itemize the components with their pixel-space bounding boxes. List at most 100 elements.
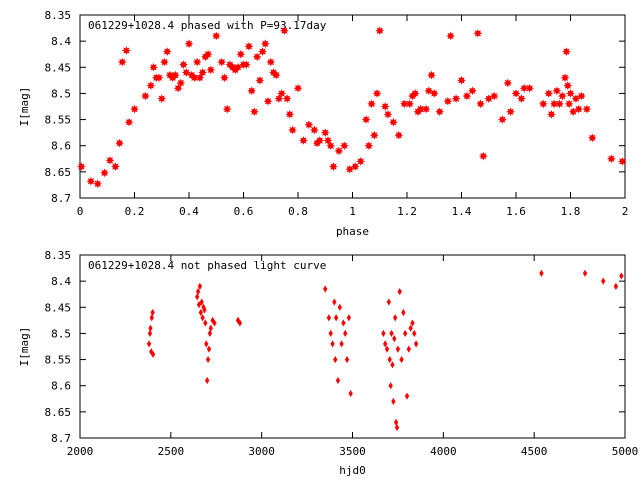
unphased-light-curve-panel: 2000 2500 3000 3500 4000 4500 5000 8.35 8.4 8.45 8…: [18, 249, 638, 477]
data-point: [115, 138, 124, 148]
data-point: [208, 324, 213, 332]
data-point: [564, 99, 574, 109]
data-point: [345, 164, 355, 174]
data-point: [146, 340, 152, 348]
data-point: [203, 319, 208, 327]
data-point: [361, 115, 371, 124]
data-point: [403, 329, 408, 338]
data-point: [348, 389, 353, 398]
data-point: [468, 86, 477, 96]
data-point: [141, 91, 150, 101]
data-point: [258, 47, 267, 56]
data-point: [323, 285, 328, 293]
data-point: [285, 109, 295, 119]
data-point: [563, 81, 573, 90]
y-tick-label: 8.35: [45, 9, 72, 22]
x-tick-label: 4500: [521, 445, 548, 458]
data-point: [198, 308, 203, 317]
data-point: [560, 73, 570, 83]
x-tick-label: 3000: [248, 445, 275, 458]
data-point: [329, 162, 338, 171]
y-tick-label: 8.6: [51, 140, 71, 153]
data-point: [399, 355, 404, 364]
data-point: [388, 382, 393, 390]
y-tick-label: 8.55: [45, 114, 72, 127]
data-point: [237, 319, 243, 327]
data-point: [330, 340, 335, 348]
data-point: [196, 301, 202, 309]
y-tick-label: 8.7: [51, 192, 71, 205]
data-point: [252, 52, 262, 62]
data-point: [424, 86, 434, 96]
data-point: [111, 162, 120, 171]
data-point: [247, 86, 257, 96]
data-point: [212, 319, 217, 327]
data-point: [519, 83, 529, 93]
data-point: [383, 109, 393, 119]
data-point: [334, 314, 339, 322]
data-point: [255, 75, 265, 85]
data-point: [552, 86, 562, 96]
y-tick-label: 8.5: [51, 87, 71, 100]
x-tick-label: 4000: [430, 445, 457, 458]
x-tick-label: 1.6: [506, 205, 526, 218]
data-point: [105, 155, 115, 165]
data-point: [525, 83, 534, 93]
data-point: [266, 57, 276, 67]
data-point: [462, 91, 472, 101]
data-point: [171, 70, 180, 80]
data-point: [383, 340, 388, 348]
data-point: [571, 94, 581, 104]
data-point: [320, 128, 330, 138]
data-point: [198, 68, 207, 77]
data-point: [148, 324, 153, 332]
data-point: [197, 282, 203, 290]
data-point: [173, 83, 183, 93]
data-point: [260, 39, 270, 49]
data-point: [511, 89, 521, 98]
data-point: [149, 62, 158, 72]
data-point: [369, 130, 379, 140]
data-point: [446, 31, 455, 41]
data-point: [282, 94, 292, 104]
data-point: [443, 96, 453, 106]
data-point: [206, 65, 216, 75]
data-point: [574, 104, 584, 114]
data-point: [323, 136, 333, 145]
data-point: [375, 26, 385, 36]
y-tick-label: 8.65: [45, 406, 72, 419]
data-point: [271, 70, 281, 80]
y-tick-label: 8.5: [51, 327, 71, 340]
data-point: [356, 157, 366, 166]
data-point: [337, 303, 342, 311]
data-point: [395, 345, 401, 353]
data-point: [202, 306, 207, 314]
data-point: [393, 314, 398, 322]
data-point: [203, 49, 213, 59]
data-point: [408, 324, 413, 332]
data-point: [381, 329, 386, 338]
data-point: [162, 47, 172, 56]
data-point: [405, 99, 415, 109]
data-point: [181, 68, 191, 77]
data-point: [557, 91, 567, 101]
data-point: [435, 107, 445, 117]
data-point: [274, 94, 284, 104]
data-point: [149, 314, 154, 322]
y-tick-label: 8.65: [45, 166, 72, 179]
data-point: [566, 89, 575, 98]
x-axis-label: hjd0: [339, 464, 366, 477]
data-point: [333, 355, 338, 364]
data-point: [339, 141, 349, 151]
data-point: [206, 345, 212, 353]
data-point: [367, 99, 376, 109]
data-point: [192, 57, 202, 67]
data-point: [555, 99, 564, 109]
data-point: [410, 89, 420, 98]
x-tick-label: 1.4: [452, 205, 472, 218]
data-point: [100, 168, 109, 178]
data-point: [451, 94, 461, 104]
data-point: [386, 298, 391, 306]
y-tick-label: 8.55: [45, 354, 72, 367]
data-point: [86, 176, 96, 186]
